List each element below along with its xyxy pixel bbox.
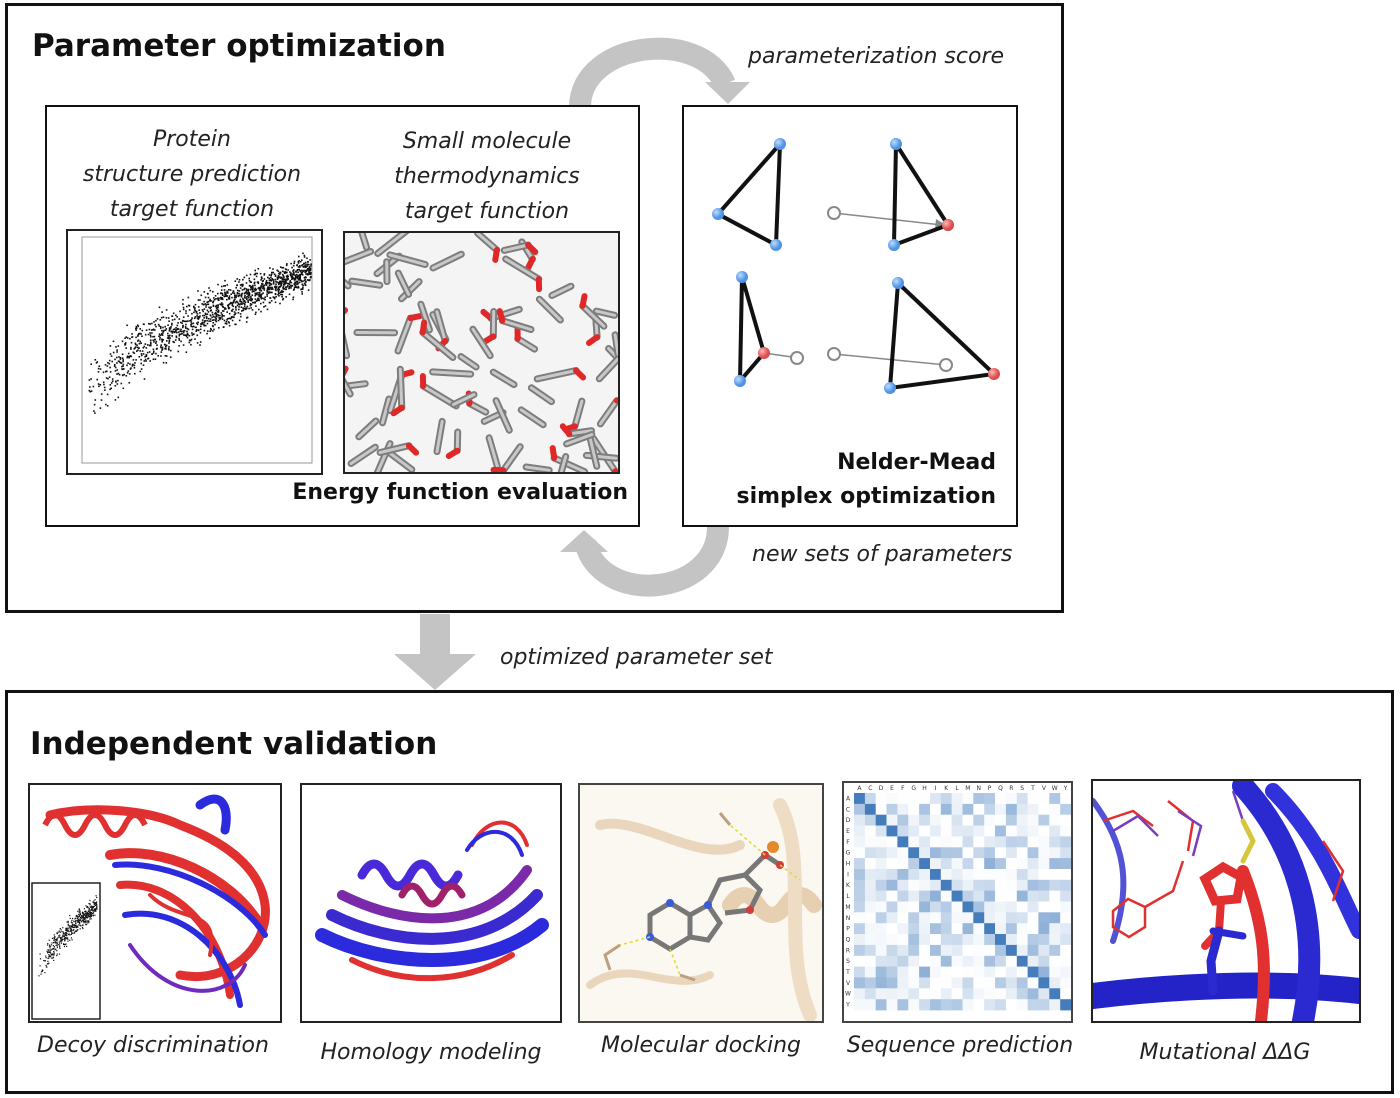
matrix-row-letter: C — [846, 806, 850, 813]
optimization-loop-arrows — [560, 37, 750, 597]
decoy-discrimination-panel — [28, 783, 282, 1023]
matrix-row-letter: L — [846, 893, 850, 900]
matrix-col-letter: W — [1052, 785, 1058, 792]
matrix-col-letter: Y — [1063, 785, 1068, 792]
matrix-row-letter: Q — [846, 937, 851, 944]
matrix-col-letter: N — [977, 785, 982, 792]
matrix-row-letter: V — [846, 980, 851, 987]
simplex-diagram — [712, 137, 1000, 394]
matrix-row-letter: T — [845, 969, 850, 976]
decoy-discrimination-caption: Decoy discrimination — [37, 1033, 269, 1058]
energy-evaluation-label: Energy function evaluation — [292, 480, 628, 505]
decoy-protein-image — [31, 794, 270, 1020]
nm-label-line1: Nelder-Mead — [837, 450, 996, 475]
mutational-ddg-panel — [1091, 779, 1361, 1023]
matrix-col-letter: Q — [998, 785, 1003, 792]
scatter-points — [88, 252, 312, 414]
matrix-col-letter: K — [944, 785, 949, 792]
matrix-row-letter: E — [846, 828, 850, 835]
matrix-row-letter: W — [845, 991, 851, 998]
matrix-row-letter: F — [846, 839, 850, 846]
small-mol-label-line2: thermodynamics — [394, 164, 580, 189]
protein-label-line2: structure prediction — [82, 162, 302, 187]
loop-arrow-bottom — [574, 526, 729, 597]
matrix-row-letter: H — [846, 861, 851, 868]
matrix-col-letter: M — [965, 785, 970, 792]
nelder-mead-label: Nelder-Mead simplex optimization — [700, 446, 997, 514]
matrix-row-letter: P — [846, 926, 850, 933]
parameter-optimization-title: Parameter optimization — [32, 28, 446, 64]
matrix-col-letter: I — [935, 785, 937, 792]
molecule-sticks-image — [345, 233, 618, 472]
matrix-row-letter: M — [845, 904, 850, 911]
protein-scatter-panel — [66, 229, 323, 475]
molecular-docking-caption: Molecular docking — [600, 1033, 802, 1058]
matrix-col-letter: A — [857, 785, 862, 792]
loop-arrow-top-head — [705, 82, 750, 104]
matrix-col-letter: G — [911, 785, 916, 792]
matrix-col-letter: D — [879, 785, 884, 792]
matrix-row-letter: A — [846, 795, 851, 802]
optimized-parameter-set-label: optimized parameter set — [500, 645, 773, 670]
small-molecule-target-label: Small molecule thermodynamics target fun… — [352, 124, 622, 229]
transfer-arrow — [394, 614, 476, 690]
nelder-mead-box — [682, 105, 1018, 527]
matrix-col-letter: P — [988, 785, 992, 792]
matrix-col-letter: R — [1009, 785, 1013, 792]
loop-arrow-bottom-head — [560, 530, 608, 552]
protein-label-line1: Protein — [153, 127, 231, 152]
protein-label-line3: target function — [109, 197, 275, 222]
homology-protein-image — [315, 820, 549, 982]
sequence-prediction-caption: Sequence prediction — [846, 1033, 1074, 1058]
decoy-mini-scatter — [38, 895, 98, 977]
homology-modeling-caption: Homology modeling — [320, 1040, 542, 1065]
matrix-row-letter: D — [846, 817, 851, 824]
matrix-row-letter: K — [846, 882, 851, 889]
matrix-col-letter: F — [901, 785, 905, 792]
matrix-col-letter: E — [890, 785, 894, 792]
loop-arrow-top — [569, 37, 736, 109]
matrix-col-letter: C — [868, 785, 872, 792]
molecular-docking-panel — [578, 783, 824, 1023]
matrix-col-letter: S — [1020, 785, 1024, 792]
mutational-ddg-caption: Mutational ΔΔG — [1139, 1040, 1311, 1065]
scatter-plot — [81, 236, 313, 464]
docking-image — [580, 785, 822, 1021]
homology-modeling-panel — [300, 783, 562, 1023]
matrix-row-letter: R — [846, 947, 850, 954]
nm-label-line2: simplex optimization — [736, 484, 997, 509]
matrix-row-letter: I — [847, 871, 849, 878]
matrix-col-letter: H — [922, 785, 927, 792]
mutation-structure-image — [1093, 781, 1359, 1021]
matrix-row-letter: Y — [845, 1002, 850, 1009]
scatter-points — [38, 895, 98, 977]
matrix-col-letter: V — [1042, 785, 1047, 792]
protein-target-label: Protein structure prediction target func… — [62, 122, 322, 227]
small-mol-label-line1: Small molecule — [402, 129, 572, 154]
small-mol-label-line3: target function — [404, 199, 570, 224]
matrix-row-letter: G — [846, 850, 851, 857]
matrix-col-letter: T — [1030, 785, 1035, 792]
new-parameters-label: new sets of parameters — [752, 542, 1013, 567]
independent-validation-title: Independent validation — [30, 726, 438, 762]
matrix-row-letter: S — [846, 958, 850, 965]
small-molecule-panel — [343, 231, 620, 474]
matrix-row-letter: N — [846, 915, 851, 922]
parameterization-score-label: parameterization score — [748, 44, 1005, 69]
matrix-col-letter: L — [955, 785, 959, 792]
